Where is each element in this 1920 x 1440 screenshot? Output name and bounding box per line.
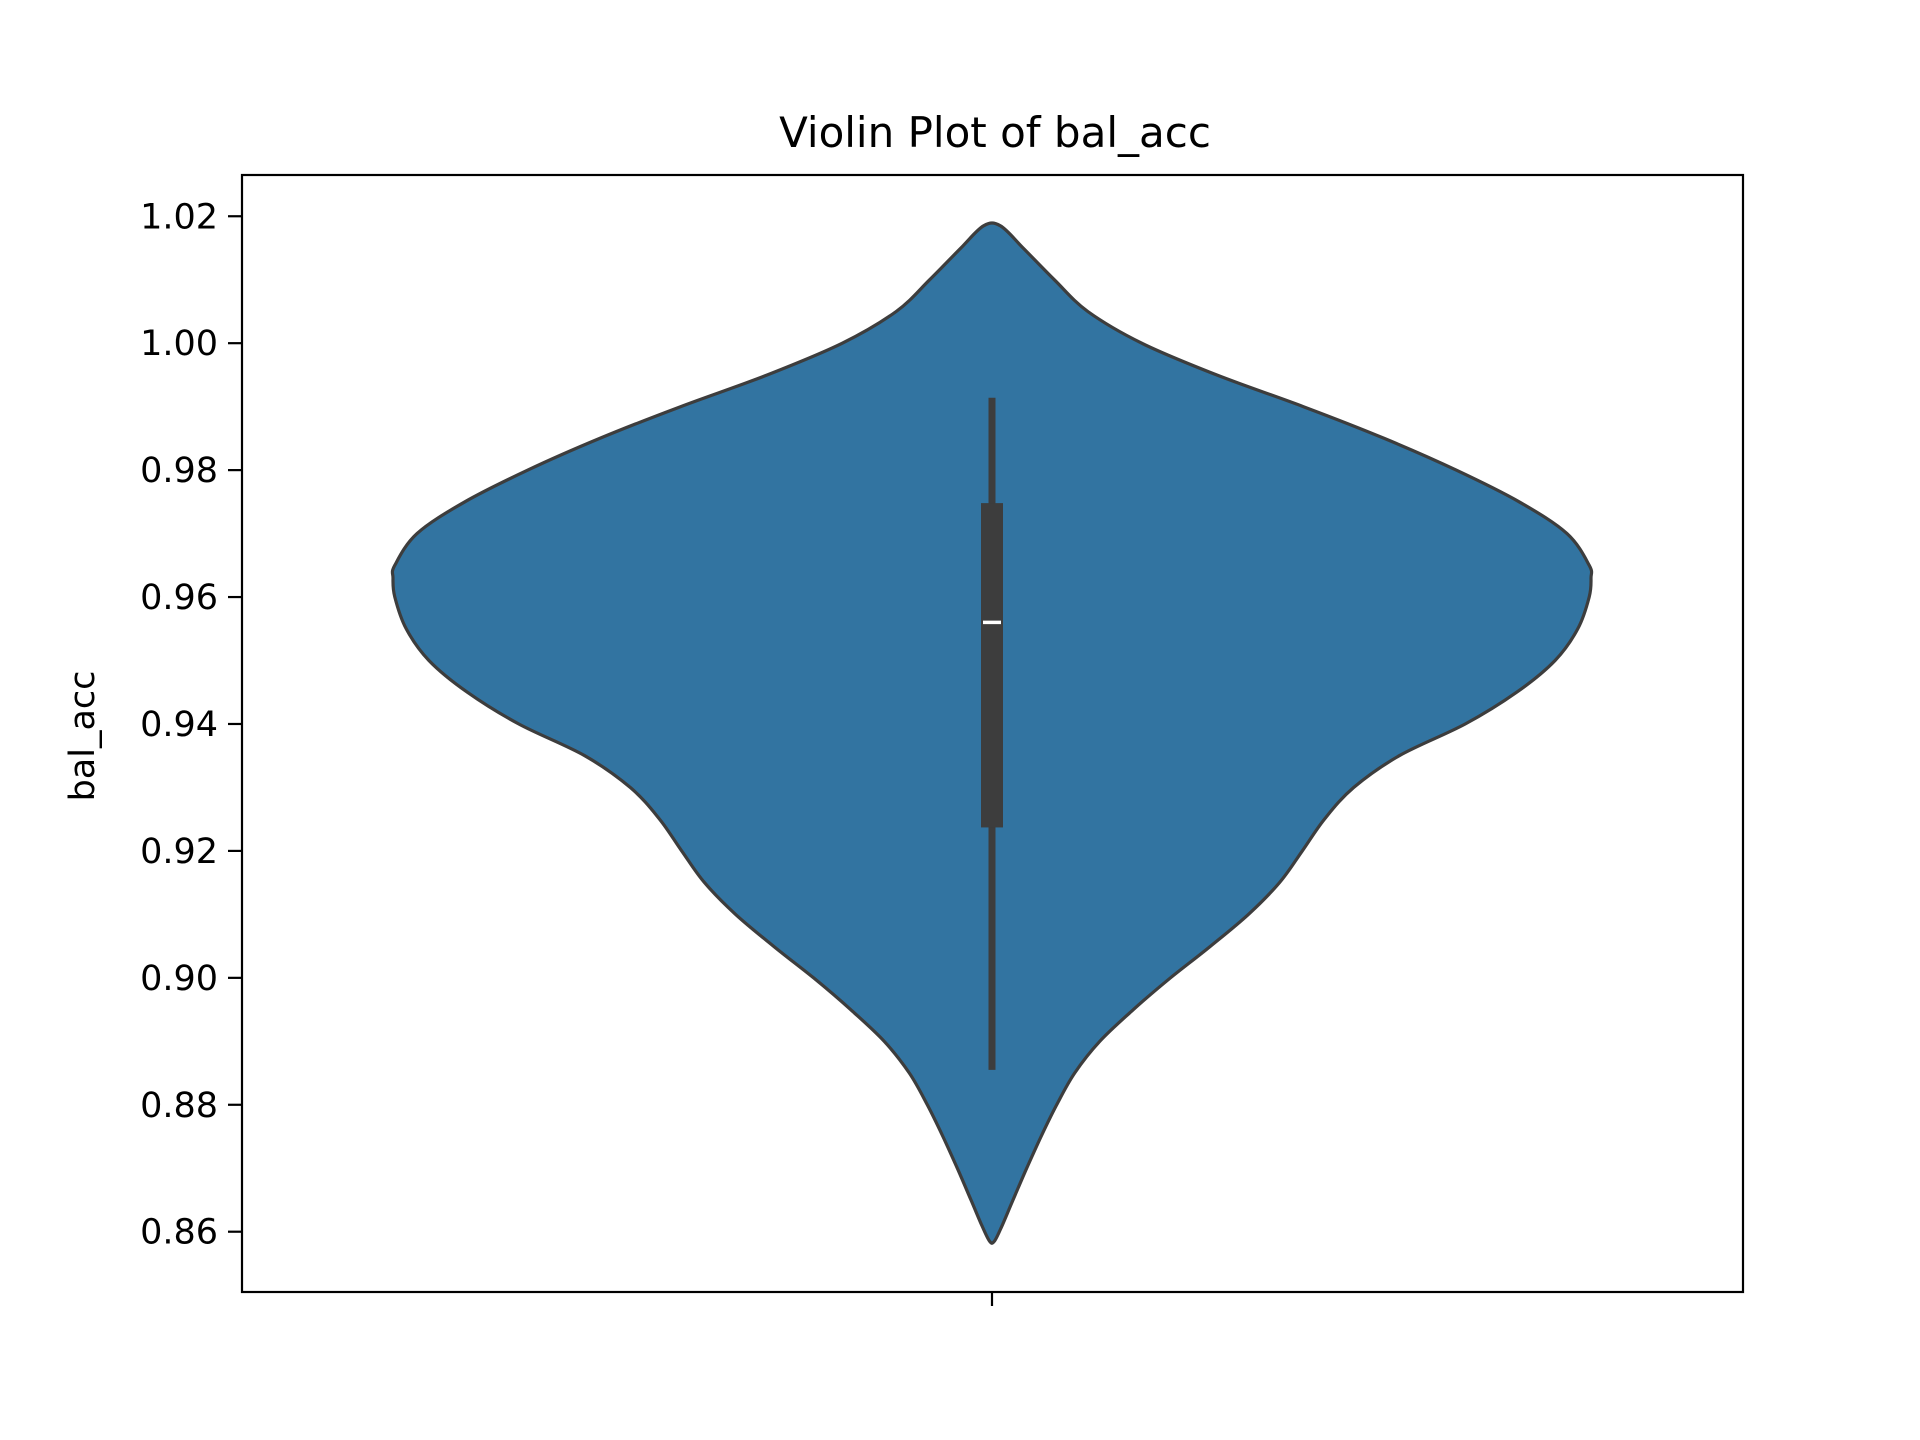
chart-title: Violin Plot of bal_acc bbox=[779, 108, 1211, 157]
y-tick-label: 0.96 bbox=[140, 578, 218, 618]
iqr-box bbox=[981, 503, 1003, 828]
y-axis-label: bal_acc bbox=[63, 671, 103, 802]
y-tick-label: 1.00 bbox=[140, 324, 218, 364]
violin-series bbox=[390, 221, 1594, 1245]
y-tick-label: 0.92 bbox=[140, 832, 218, 872]
y-tick-label: 0.94 bbox=[140, 705, 218, 745]
y-tick-label: 0.90 bbox=[140, 959, 218, 999]
y-tick-label: 0.86 bbox=[140, 1213, 218, 1253]
y-tick-label: 0.88 bbox=[140, 1086, 218, 1126]
y-tick-label: 0.98 bbox=[140, 451, 218, 491]
y-tick-label: 1.02 bbox=[140, 197, 218, 237]
y-axis-ticks: 0.86 0.88 0.90 0.92 0.94 0.96 0.98 1.00 1.02 bbox=[140, 197, 242, 1253]
